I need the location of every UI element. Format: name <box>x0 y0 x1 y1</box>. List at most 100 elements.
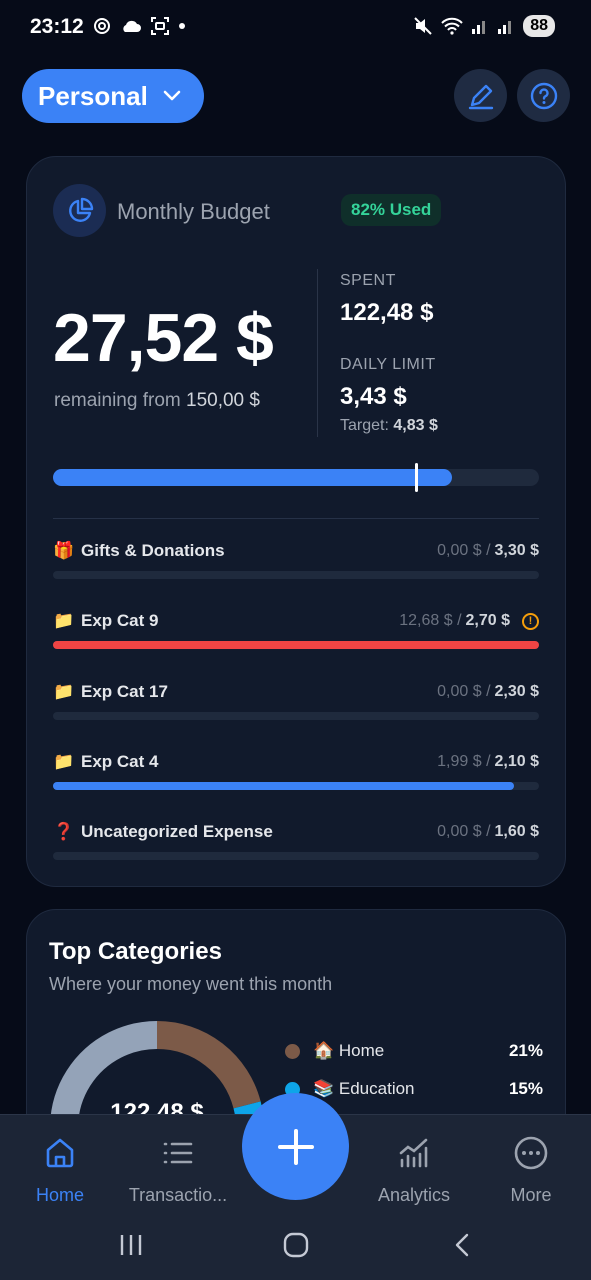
budget-category-row[interactable]: 📁 Exp Cat 4 1,99 $ /2,10 $ <box>53 752 539 794</box>
category-label: Uncategorized Expense <box>81 822 273 841</box>
nav-analytics[interactable]: Analytics <box>354 1133 474 1206</box>
edit-button[interactable] <box>454 69 507 122</box>
category-spent: 1,99 $ / <box>437 753 491 770</box>
remaining-amount: 27,52 $ <box>53 300 274 376</box>
legend-percent: 21% <box>508 1041 543 1060</box>
category-progress-bar <box>53 712 539 720</box>
status-system-icons: 88 <box>413 15 555 37</box>
budget-category-row[interactable]: 📁 Exp Cat 9 12,68 $ /2,70 $! <box>53 611 539 653</box>
category-name: ❓ Uncategorized Expense <box>53 822 273 842</box>
cloud-icon <box>123 20 141 32</box>
home-system-icon[interactable] <box>283 1232 309 1258</box>
budget-title: Monthly Budget <box>117 199 270 224</box>
top-categories-subtitle: Where your money went this month <box>49 974 333 994</box>
nav-analytics-label: Analytics <box>377 1185 451 1205</box>
list-icon <box>163 1142 193 1164</box>
category-progress-bar <box>53 641 539 649</box>
budget-category-row[interactable]: ❓ Uncategorized Expense 0,00 $ /1,60 $ <box>53 822 539 864</box>
plus-icon <box>277 1128 314 1165</box>
category-name: 📁 Exp Cat 9 <box>53 611 158 631</box>
profile-selector-button[interactable]: Personal <box>22 69 204 123</box>
daily-limit-value: 3,43 $ <box>340 383 407 410</box>
usage-badge: 82% Used <box>341 194 442 226</box>
legend-color-dot <box>285 1081 300 1097</box>
category-label: Exp Cat 17 <box>81 682 168 701</box>
signal-roaming-icon <box>498 21 512 34</box>
spent-label: SPENT <box>340 272 396 289</box>
legend-label: 🏠 Home <box>313 1041 385 1060</box>
budget-total: 150,00 $ <box>186 390 260 411</box>
daily-limit-label: DAILY LIMIT <box>340 356 436 373</box>
category-emoji-icon: 📁 <box>53 752 75 771</box>
status-bar: 23:12 88 <box>0 0 591 56</box>
category-label: Exp Cat 9 <box>81 611 159 630</box>
target-value: 4,83 $ <box>393 417 438 434</box>
category-limit: 2,70 $ <box>465 612 510 629</box>
profile-label: Personal <box>38 80 148 111</box>
budget-category-row[interactable]: 📁 Exp Cat 17 0,00 $ /2,30 $ <box>53 682 539 724</box>
add-transaction-button[interactable] <box>242 1093 349 1200</box>
category-emoji-icon: 📁 <box>53 682 75 701</box>
daily-target: Target: 4,83 $ <box>340 417 438 435</box>
legend-color-dot <box>285 1043 300 1059</box>
nav-transactions[interactable]: Transactio... <box>118 1133 238 1206</box>
nav-home[interactable]: Home <box>0 1133 120 1206</box>
legend-item[interactable]: 📚 Education 15% <box>285 1076 543 1102</box>
legend-item[interactable]: 🏠 Home 21% <box>285 1038 543 1064</box>
analytics-icon <box>399 1138 428 1168</box>
wifi-icon <box>441 17 463 35</box>
battery-level: 88 <box>523 15 555 37</box>
category-name: 🎁 Gifts & Donations <box>53 541 225 561</box>
category-spent: 0,00 $ / <box>437 542 491 559</box>
category-spent: 12,68 $ / <box>399 612 462 629</box>
monthly-budget-card[interactable]: Monthly Budget 82% Used 27,52 $ remainin… <box>26 156 566 887</box>
category-emoji-icon: 📁 <box>53 611 75 630</box>
nav-more-label: More <box>510 1185 552 1205</box>
category-limit: 2,10 $ <box>494 753 539 770</box>
remaining-prefix: remaining from <box>54 390 181 411</box>
category-emoji-icon: ❓ <box>53 822 75 841</box>
category-name: 📁 Exp Cat 4 <box>53 752 158 772</box>
nav-more[interactable]: More <box>471 1133 591 1206</box>
budget-progress-bar <box>53 463 539 492</box>
category-limit: 3,30 $ <box>494 542 539 559</box>
more-icon <box>514 1136 548 1170</box>
legend-label: 📚 Education <box>313 1079 415 1098</box>
mute-icon <box>414 17 432 35</box>
category-label: Gifts & Donations <box>81 541 225 560</box>
top-categories-title: Top Categories <box>49 938 222 965</box>
status-time: 23:12 <box>30 15 84 38</box>
budget-progress-fill <box>53 469 452 486</box>
back-icon[interactable] <box>450 1232 476 1258</box>
warning-icon: ! <box>522 612 539 630</box>
category-limit: 2,30 $ <box>494 683 539 700</box>
pencil-icon <box>468 84 493 109</box>
recent-apps-icon[interactable] <box>118 1232 144 1258</box>
legend-percent: 15% <box>508 1079 543 1098</box>
home-icon <box>46 1138 74 1168</box>
openai-icon <box>94 18 110 34</box>
target-label: Target: <box>340 417 389 434</box>
category-progress-fill <box>53 641 539 649</box>
budget-category-row[interactable]: 🎁 Gifts & Donations 0,00 $ /3,30 $ <box>53 541 539 583</box>
section-divider <box>53 518 539 519</box>
nav-transactions-label: Transactio... <box>128 1185 228 1205</box>
category-name: 📁 Exp Cat 17 <box>53 682 168 702</box>
donut-slice-home[interactable] <box>156 1021 261 1109</box>
category-spent: 0,00 $ / <box>437 823 491 840</box>
budget-icon-wrap <box>53 184 106 237</box>
category-amount: 12,68 $ /2,70 $! <box>399 612 539 630</box>
chevron-down-icon <box>163 90 181 101</box>
category-progress-bar <box>53 852 539 860</box>
category-amount: 0,00 $ /3,30 $ <box>437 542 539 560</box>
system-navigation-bar <box>0 1222 591 1280</box>
category-amount: 0,00 $ /1,60 $ <box>437 823 539 841</box>
category-label: Exp Cat 4 <box>81 752 159 771</box>
screenshot-icon <box>151 17 169 35</box>
category-limit: 1,60 $ <box>494 823 539 840</box>
expected-spend-marker <box>415 463 419 492</box>
category-progress-bar <box>53 571 539 579</box>
spent-value: 122,48 $ <box>340 299 434 326</box>
help-button[interactable] <box>517 69 570 122</box>
category-emoji-icon: 🎁 <box>53 541 75 560</box>
